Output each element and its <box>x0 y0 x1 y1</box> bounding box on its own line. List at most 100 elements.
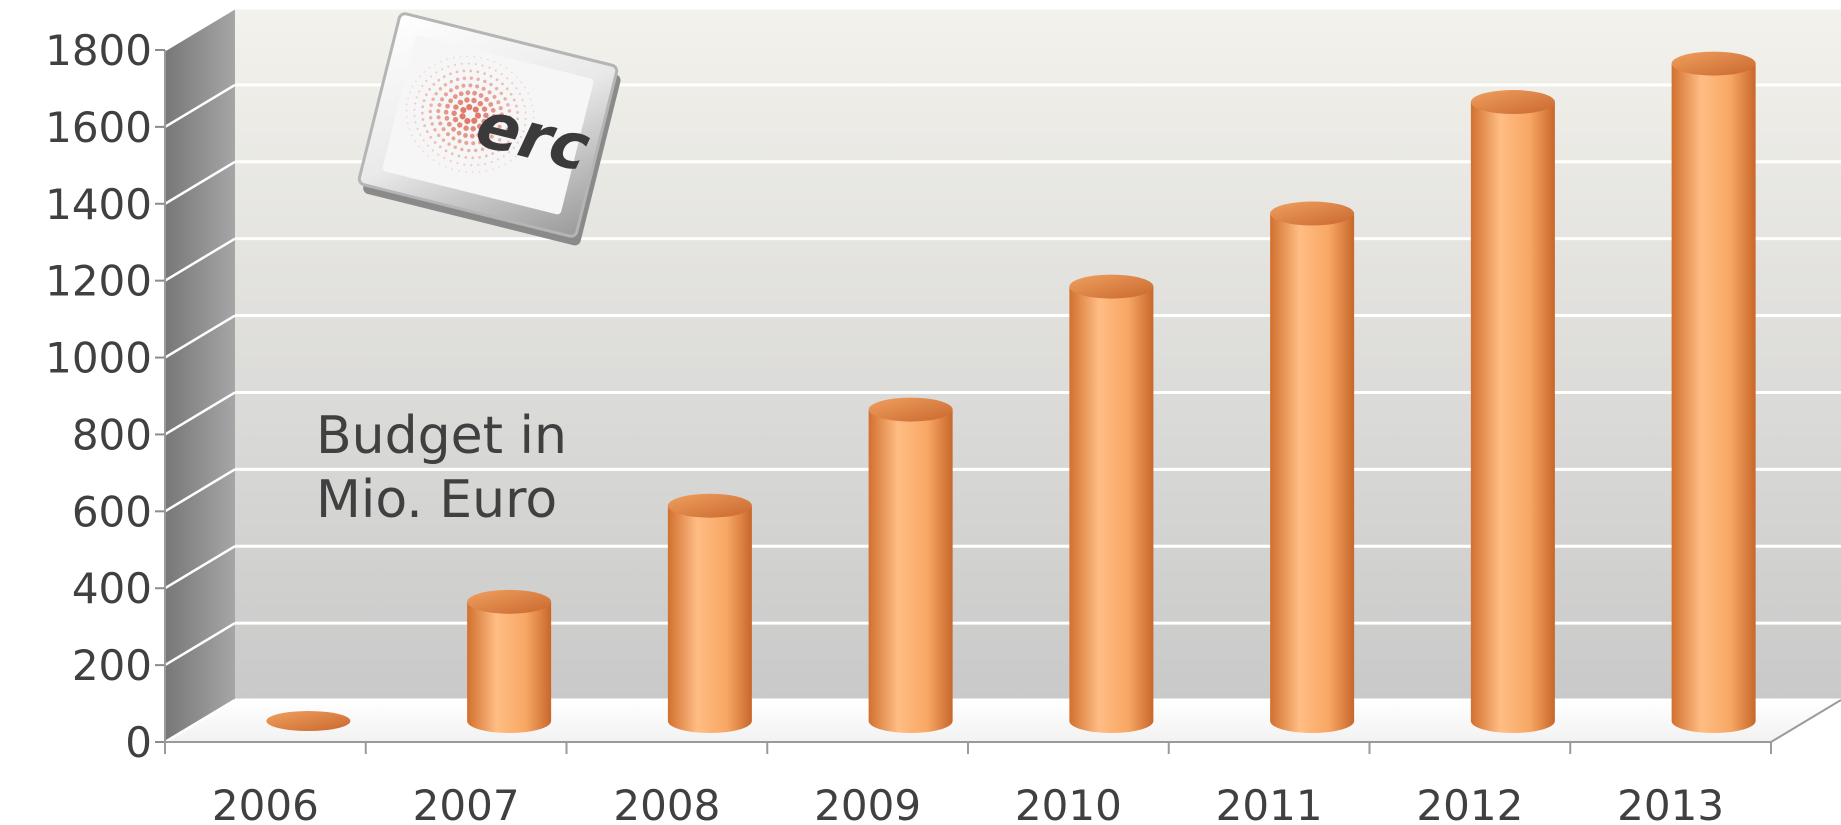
x-tick-label: 2006 <box>212 781 319 825</box>
logo-dot <box>471 97 477 104</box>
logo-dots <box>405 55 535 174</box>
bar-2008 <box>667 493 752 733</box>
logo-dot <box>459 55 462 58</box>
bar-body <box>467 601 552 733</box>
logo-dot <box>509 92 513 96</box>
logo-dot <box>418 145 420 148</box>
x-tick-label: 2010 <box>1015 781 1122 825</box>
logo-dot <box>515 87 518 90</box>
logo-dot <box>473 148 478 153</box>
logo-dot <box>451 110 457 116</box>
logo-dot <box>438 145 442 149</box>
logo-dot <box>448 98 454 104</box>
logo-dot <box>522 130 525 133</box>
logo-dot <box>464 117 471 125</box>
logo-dot <box>532 117 535 119</box>
logo-dot <box>483 72 486 76</box>
logo-dot <box>461 83 466 88</box>
bar-2007 <box>467 589 552 733</box>
logo-dot <box>457 139 462 144</box>
logo-dot <box>490 120 495 125</box>
logo-dot <box>499 118 504 123</box>
x-tick-label: 2011 <box>1216 781 1323 825</box>
logo-dot <box>484 154 488 158</box>
gridline-side <box>164 468 236 513</box>
logo-dot <box>459 113 466 120</box>
logo-dot <box>511 71 513 74</box>
logo-dot <box>487 125 492 131</box>
logo-dot <box>423 124 427 128</box>
logo-dot <box>438 121 443 126</box>
logo-dot <box>468 83 473 88</box>
logo-dot <box>507 109 512 113</box>
logo-dot <box>469 76 474 80</box>
logo-dot <box>472 106 479 113</box>
logo-dot <box>454 85 459 90</box>
logo-dot <box>451 126 456 132</box>
logo-dot <box>521 98 524 101</box>
logo-dot <box>484 162 487 165</box>
logo-dot <box>457 99 464 106</box>
logo-dot <box>526 141 529 143</box>
logo-dot <box>433 141 437 144</box>
logo-dot <box>532 110 535 113</box>
axes <box>155 49 1841 754</box>
logo-dot <box>507 140 510 144</box>
logo-dot <box>477 100 484 107</box>
logo-dot <box>476 132 482 138</box>
logo-dot <box>407 97 409 100</box>
logo-dot <box>489 82 493 87</box>
logo-dot <box>523 124 527 127</box>
logo-dot <box>449 159 452 163</box>
x-tick-label: 2009 <box>814 781 921 825</box>
logo-dot <box>443 157 446 160</box>
bar-top <box>667 493 752 518</box>
bar-body <box>868 409 953 733</box>
y-tick-label: 1400 <box>45 180 152 229</box>
logo-dot <box>502 133 506 137</box>
logo-dot <box>500 73 503 76</box>
logo-dot <box>429 103 433 107</box>
logo-dot <box>486 58 489 61</box>
logo-dot <box>524 86 526 89</box>
logo-dot <box>493 60 496 63</box>
logo-dot <box>476 70 480 74</box>
logo-dot <box>505 87 509 91</box>
logo-dot <box>447 65 450 68</box>
gridline-side <box>164 83 236 128</box>
bar-2010 <box>1069 274 1154 733</box>
logo-dot <box>503 97 507 101</box>
logo-dot <box>442 75 446 78</box>
logo-dot <box>446 58 449 61</box>
logo-dot <box>529 135 532 138</box>
logo-dot <box>425 93 428 97</box>
logo-dot <box>445 103 450 109</box>
logo-dot <box>460 62 463 65</box>
y-axis-ticks: 0 200 400 600 800 1000 1200 1400 1600 1800 <box>45 26 152 767</box>
logo-dot <box>482 129 488 135</box>
logo-dot <box>488 102 494 107</box>
y-tick-label: 600 <box>72 487 152 536</box>
bar-top <box>266 711 351 731</box>
x-axis-floor-edge <box>1770 699 1841 743</box>
logo-dot <box>476 123 483 130</box>
y-tick-label: 800 <box>72 410 152 459</box>
logo-dot <box>429 135 433 139</box>
logo-dot <box>475 84 480 89</box>
y-tick-label: 1600 <box>45 103 152 152</box>
logo-dot <box>519 151 522 154</box>
logo-dot <box>460 147 464 152</box>
gridline-side <box>164 160 236 205</box>
logo-dot <box>431 97 435 101</box>
logo-dot <box>413 108 416 111</box>
logo-dot <box>489 74 493 78</box>
logo-dot <box>438 87 443 91</box>
logo-dot <box>490 160 493 164</box>
logo-dot <box>474 112 482 119</box>
logo-dot <box>523 105 526 108</box>
bar-2011 <box>1270 201 1355 734</box>
logo-dot <box>455 70 459 74</box>
logo-dot <box>429 75 433 78</box>
y-tick-label: 1000 <box>45 334 152 383</box>
